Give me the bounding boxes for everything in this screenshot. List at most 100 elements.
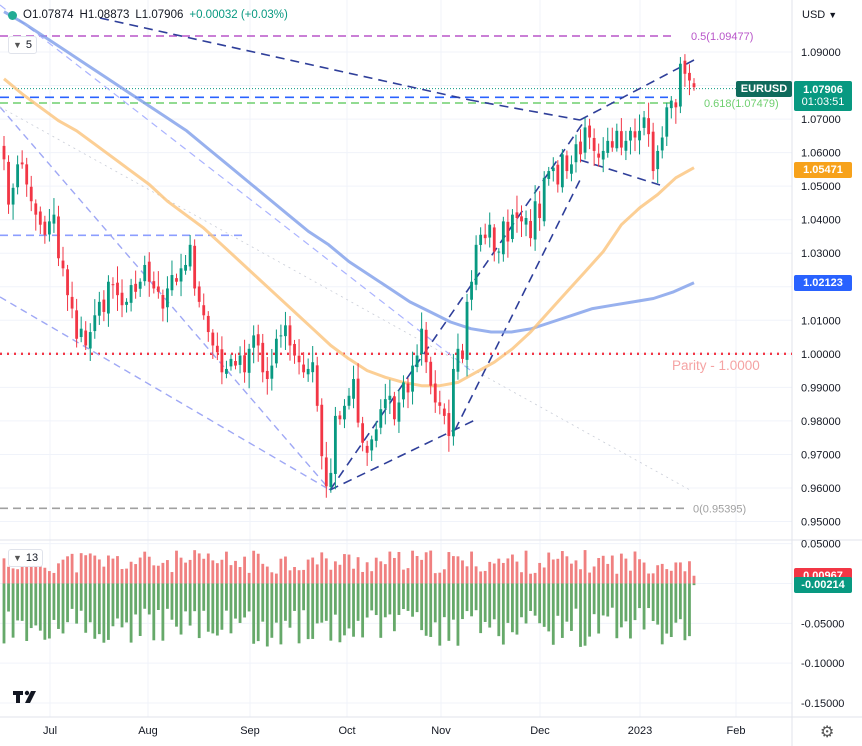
candle-body [333,415,337,474]
volume-bar-up [411,550,414,584]
volume-bar-up [542,567,546,584]
volume-bar-down [66,583,69,623]
volume-bar-up [161,562,165,584]
ma-short-line [3,77,695,388]
volume-bar-up [452,556,455,584]
time-axis-tick: Nov [431,725,451,737]
candle-body [11,187,15,205]
volume-bar-up [470,551,473,584]
volume-bar-down [588,583,591,637]
volume-bar-down [234,583,237,619]
volume-bar-up [356,557,360,584]
volume-bar-down [116,583,119,619]
channel-line-outer [0,296,331,491]
volume-axis-tick: -0.15000 [801,698,844,710]
volume-bar-down [93,583,97,639]
volume-bar-up [338,564,342,584]
volume-bar-up [143,551,147,584]
candle-body [179,268,183,282]
candle-body [506,221,510,242]
candle-body [547,171,551,179]
volume-bar-down [615,583,619,639]
volume-bar-down [388,583,392,615]
volume-bar-up [111,558,115,584]
volume-bar-up [84,555,88,584]
volume-bar-up [565,556,569,584]
volume-bar-up [7,566,10,584]
volume-bar-down [343,583,346,636]
price-indicators-toggle[interactable]: ▼ 5 [8,36,38,54]
ma-long-line [3,10,695,334]
volume-bar-down [579,583,582,647]
volume-bar-down [610,583,614,608]
candle-body [206,315,210,333]
candle-body [70,296,74,309]
volume-axis-tick: -0.10000 [801,658,844,670]
candle-body [66,269,69,296]
volume-bar-up [265,566,269,584]
volume-axis-tick: -0.05000 [801,618,844,630]
wedge-upper-2 [579,59,695,121]
volume-bar-down [492,583,496,620]
candle-body [579,141,582,155]
downtrend-line-major [99,17,471,101]
volume-bar-down [170,583,174,620]
candle-body [520,216,523,222]
candle-body [256,334,260,346]
volume-bar-down [511,583,514,633]
volume-bar-down [302,583,306,611]
fib-50-label: 0.5(1.09477) [691,31,753,43]
ohlc-legend: O1.07874 H1.08873 L1.07906 +0.00032 (+0.… [8,9,288,21]
candle-body [193,245,197,289]
volume-bar-up [102,566,106,584]
volume-bar-down [97,583,101,635]
volume-bar-down [211,583,215,634]
time-axis-tick: Feb [727,725,746,737]
candle-body [274,338,278,364]
volume-bar-up [243,556,246,584]
volume-bar-down [166,583,169,609]
candle-body [107,281,110,314]
candle-body [97,301,101,316]
volume-bar-up [619,553,623,584]
volume-bar-down [415,583,419,613]
candle-body [420,328,424,355]
candle-body [202,305,206,316]
candle-body [465,301,469,360]
volume-bar-up [551,559,555,584]
currency-selector[interactable]: USD ▼ [802,9,837,21]
candle-body [38,211,42,225]
downtrend-line-minor [469,99,581,121]
volume-bar-down [683,583,687,641]
volume-bar-down [433,583,437,623]
volume-bar-down [324,583,328,621]
volume-bar-down [134,583,138,615]
volume-bar-up [533,572,537,584]
volume-bar-down [470,583,473,617]
volume-bar-up [184,562,187,584]
volume-bar-up [288,570,292,584]
volume-bar-up [38,563,42,584]
market-open-dot [8,10,17,20]
volume-bar-down [556,583,560,616]
volume-bar-down [356,583,360,621]
candle-body [551,167,555,172]
volume-bar-down [633,583,637,621]
volume-bar-up [179,557,183,584]
volume-indicators-toggle[interactable]: ▼ 13 [8,549,44,567]
candle-body [61,260,65,269]
time-axis-tick: Dec [530,725,550,737]
candle-body [447,413,451,437]
volume-down-tag: -0.00214 [794,577,852,594]
candle-body [515,212,519,219]
gear-icon[interactable]: ⚙ [820,724,835,741]
volume-bars [2,550,696,647]
volume-bar-up [306,559,310,584]
volume-bar-up [501,562,505,584]
volume-bar-down [338,583,342,643]
volume-bar-up [688,561,691,584]
candle-body [234,360,237,366]
time-axis-tick: Aug [138,725,158,737]
candle-body [47,221,51,235]
